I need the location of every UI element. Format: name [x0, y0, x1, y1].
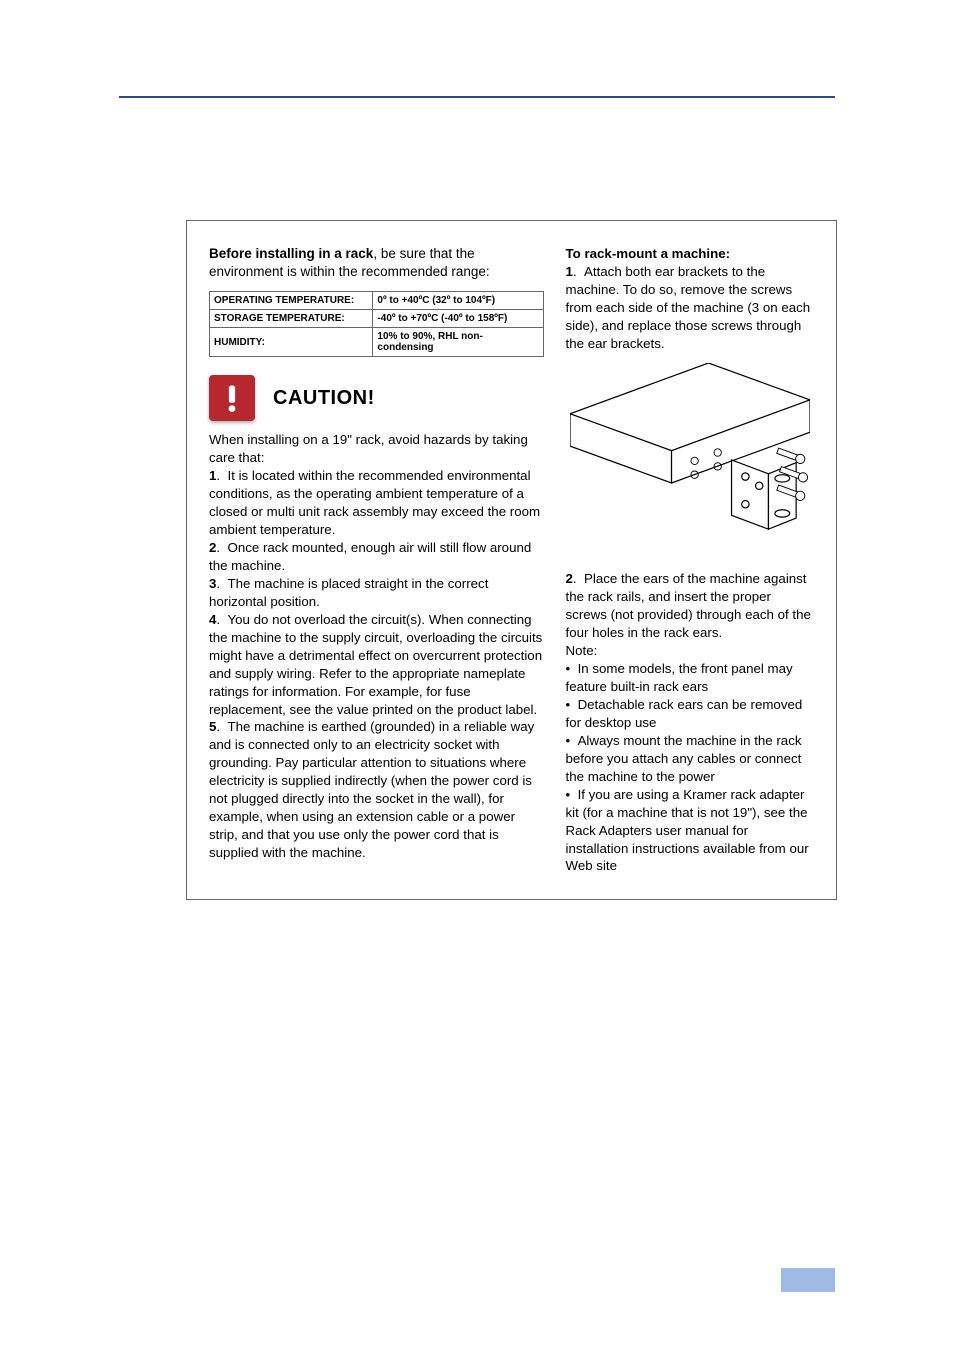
caution-header: CAUTION!	[209, 375, 544, 421]
right-intro: To rack-mount a machine: 1. Attach both …	[566, 245, 814, 353]
right-rest: 2. Place the ears of the machine against…	[566, 570, 814, 875]
table-row: HUMIDITY: 10% to 90%, RHL non-condensing	[210, 328, 544, 357]
intro-bold: Before installing in a rack	[209, 246, 373, 261]
caution-item-5: The machine is earthed (grounded) in a r…	[209, 719, 534, 860]
rack-ear-diagram	[566, 363, 814, 557]
caution-item-1: It is located within the recommended env…	[209, 468, 540, 537]
page-number-tab	[781, 1268, 835, 1292]
note-label: Note:	[566, 643, 598, 658]
caution-item-3: The machine is placed straight in the co…	[209, 576, 488, 609]
content-frame: Before installing in a rack, be sure tha…	[186, 220, 837, 900]
note-4: If you are using a Kramer rack adapter k…	[566, 787, 809, 874]
step1-num: 1	[566, 264, 573, 279]
env-label: STORAGE TEMPERATURE:	[210, 310, 373, 328]
caution-body: When installing on a 19" rack, avoid haz…	[209, 431, 544, 862]
warning-icon	[209, 375, 255, 421]
caution-item-2: Once rack mounted, enough air will still…	[209, 540, 531, 573]
env-value: 10% to 90%, RHL non-condensing	[373, 328, 543, 357]
note-3: Always mount the machine in the rack bef…	[566, 733, 802, 784]
right-column: To rack-mount a machine: 1. Attach both …	[566, 245, 814, 875]
environment-table: OPERATING TEMPERATURE: 0º to +40ºC (32º …	[209, 291, 544, 357]
caution-item-4: You do not overload the circuit(s). When…	[209, 612, 542, 717]
left-column: Before installing in a rack, be sure tha…	[209, 245, 544, 875]
env-value: 0º to +40ºC (32º to 104ºF)	[373, 292, 543, 310]
step2-text: Place the ears of the machine against th…	[566, 571, 811, 640]
table-row: STORAGE TEMPERATURE: -40º to +70ºC (-40º…	[210, 310, 544, 328]
env-label: HUMIDITY:	[210, 328, 373, 357]
caution-title: CAUTION!	[273, 387, 375, 410]
step2-num: 2	[566, 571, 573, 586]
note-1: In some models, the front panel may feat…	[566, 661, 793, 694]
table-row: OPERATING TEMPERATURE: 0º to +40ºC (32º …	[210, 292, 544, 310]
header-rule	[119, 96, 835, 98]
step1-text: Attach both ear brackets to the machine.…	[566, 264, 811, 351]
env-label: OPERATING TEMPERATURE:	[210, 292, 373, 310]
env-value: -40º to +70ºC (-40º to 158ºF)	[373, 310, 543, 328]
note-2: Detachable rack ears can be removed for …	[566, 697, 803, 730]
caution-lead: When installing on a 19" rack, avoid haz…	[209, 432, 528, 465]
right-heading: To rack-mount a machine:	[566, 246, 731, 261]
intro-paragraph: Before installing in a rack, be sure tha…	[209, 245, 544, 281]
